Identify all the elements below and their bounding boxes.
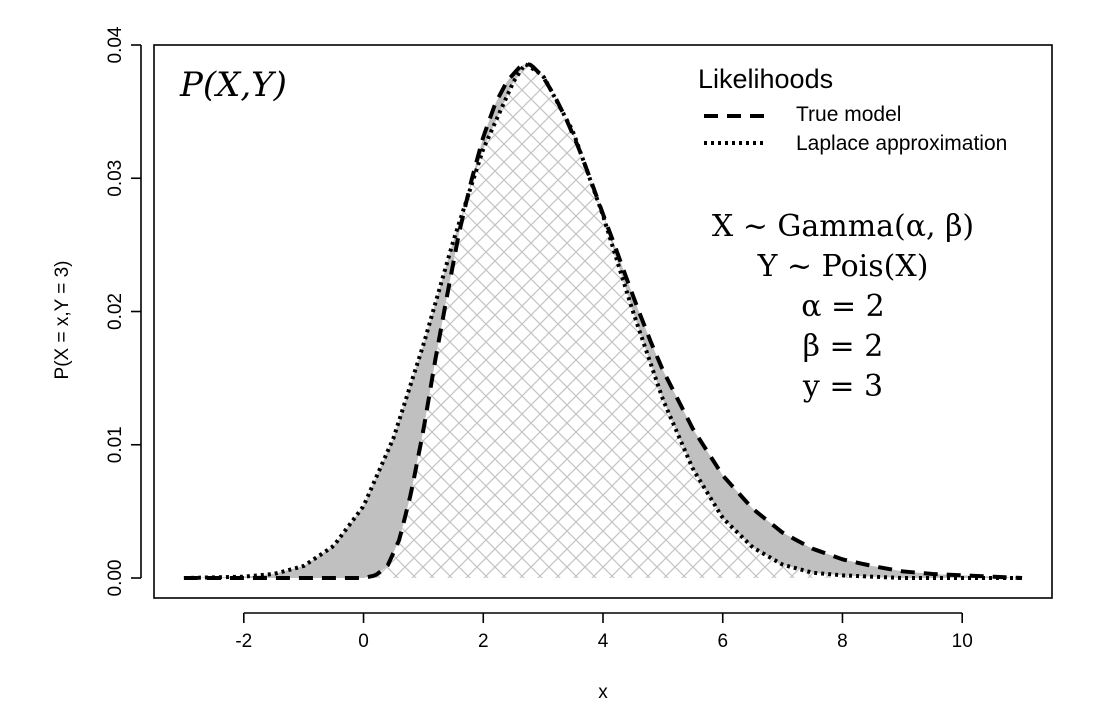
x-tick-label: 6	[717, 631, 728, 652]
x-tick-label: 2	[478, 631, 489, 652]
difference-band	[183, 63, 1023, 579]
x-tick-label: 8	[837, 631, 848, 652]
plot-layer	[183, 61, 1023, 581]
y-tick-label: 0.03	[105, 160, 126, 197]
model-line-3: α = 2	[801, 289, 885, 324]
legend: Likelihoods True model Laplace approxima…	[698, 64, 1007, 155]
legend-label-laplace: Laplace approximation	[796, 132, 1007, 155]
model-line-1: X ~ Gamma(α, β)	[712, 209, 974, 244]
model-annotation: X ~ Gamma(α, β) Y ~ Pois(X) α = 2 β = 2 …	[712, 209, 974, 404]
legend-label-true-model: True model	[796, 103, 901, 126]
x-tick-label: 10	[952, 631, 973, 652]
joint-title-annotation: P(X,Y)	[179, 65, 287, 105]
y-tick-label: 0.00	[105, 560, 126, 597]
x-tick-label: 0	[358, 631, 369, 652]
x-axis-label: x	[598, 682, 608, 703]
x-tick-label: -2	[235, 631, 252, 652]
y-tick-label: 0.04	[105, 26, 126, 63]
plot-frame	[153, 44, 1053, 599]
y-tick-label: 0.01	[105, 426, 126, 463]
series-line-true-model	[183, 61, 1023, 581]
legend-title: Likelihoods	[698, 64, 833, 94]
model-line-5: y = 3	[802, 369, 883, 404]
y-tick-label: 0.02	[105, 293, 126, 330]
axes-layer: -2 0 2 4 6 8 10 0.00 0.01 0.02 0.03 0.04	[105, 26, 973, 652]
y-axis-label: P(X = x,Y = 3)	[52, 261, 73, 380]
model-line-2: Y ~ Pois(X)	[757, 249, 929, 284]
model-line-4: β = 2	[803, 329, 884, 364]
x-tick-label: 4	[598, 631, 609, 652]
overlap-area	[183, 63, 1023, 579]
